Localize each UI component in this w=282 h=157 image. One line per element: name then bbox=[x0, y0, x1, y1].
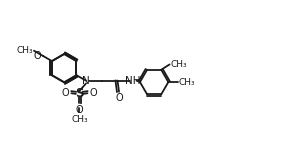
Text: O: O bbox=[62, 88, 69, 98]
Text: CH₃: CH₃ bbox=[71, 115, 88, 124]
Text: O: O bbox=[34, 51, 41, 61]
Text: CH₃: CH₃ bbox=[170, 60, 187, 69]
Text: O: O bbox=[115, 93, 123, 103]
Text: O: O bbox=[89, 88, 97, 98]
Text: NH: NH bbox=[125, 76, 141, 86]
Text: O: O bbox=[76, 105, 83, 115]
Text: CH₃: CH₃ bbox=[17, 46, 33, 55]
Text: CH₃: CH₃ bbox=[179, 78, 195, 87]
Text: S: S bbox=[75, 87, 84, 100]
Text: N: N bbox=[82, 76, 90, 86]
